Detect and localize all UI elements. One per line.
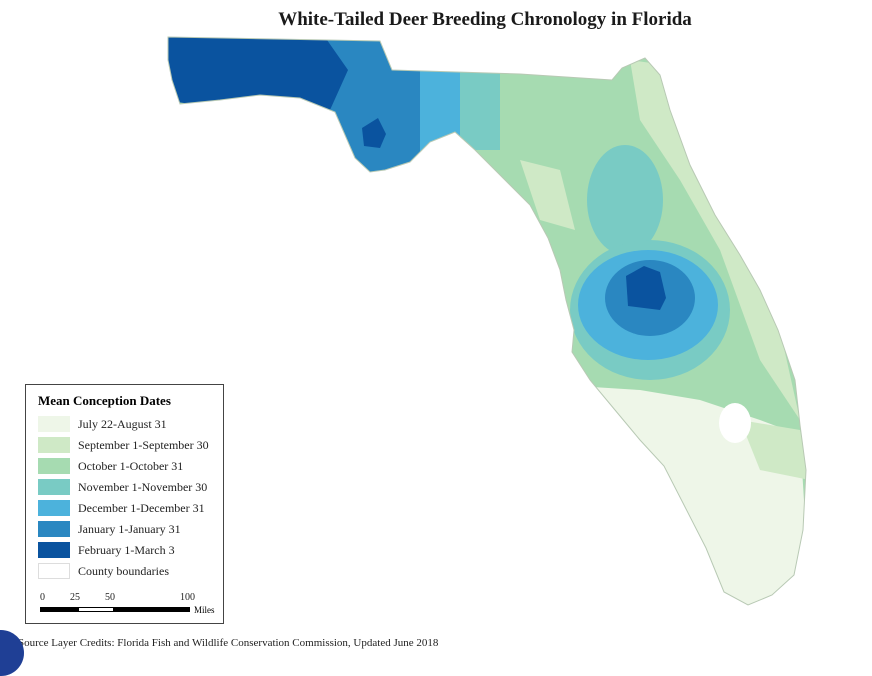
legend-item: November 1-November 30 [38,478,207,496]
scale-segment [40,607,78,612]
legend-label: July 22-August 31 [78,416,167,431]
legend-label: October 1-October 31 [78,458,184,473]
scale-tick: 50 [105,592,115,603]
legend-label: County boundaries [78,563,169,578]
legend-swatch [38,458,70,474]
legend-item: December 1-December 31 [38,499,205,517]
legend-swatch [38,416,70,432]
legend-item: February 1-March 3 [38,541,175,559]
legend-swatch [38,500,70,516]
legend-swatch [38,479,70,495]
legend-item: County boundaries [38,562,169,580]
legend-swatch [38,563,70,579]
scale-segment [78,607,114,612]
legend-swatch [38,437,70,453]
legend-title: Mean Conception Dates [38,393,171,408]
legend-label: January 1-January 31 [78,521,181,536]
map-title: White-Tailed Deer Breeding Chronology in… [278,9,692,30]
legend-label: February 1-March 3 [78,542,175,557]
scale-tick: 25 [70,592,80,603]
legend-item: October 1-October 31 [38,457,183,475]
scale-tick: 100 [180,592,195,603]
legend-label: September 1-September 30 [78,437,209,452]
legend-label: December 1-December 31 [78,500,205,515]
source-credits: Source Layer Credits: Florida Fish and W… [18,637,439,649]
legend-label: November 1-November 30 [78,479,208,494]
legend-swatch [38,521,70,537]
legend-item: July 22-August 31 [38,415,167,433]
legend: Mean Conception Dates July 22-August 31 … [25,384,224,624]
scale-tick: 0 [40,592,45,603]
legend-swatch [38,542,70,558]
scale-segment [114,607,190,612]
scale-bar: 0 25 50 100 Miles [40,592,220,620]
legend-item: September 1-September 30 [38,436,209,454]
scale-units: Miles [194,605,215,615]
legend-item: January 1-January 31 [38,520,181,538]
